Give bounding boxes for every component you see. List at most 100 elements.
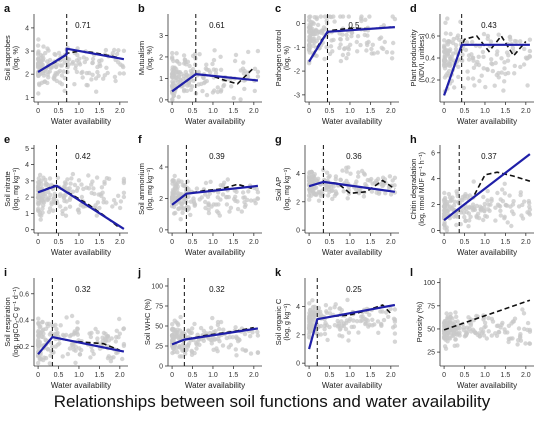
data-point — [72, 182, 78, 188]
data-point — [224, 202, 230, 207]
x-tick-label: 2.0 — [249, 239, 259, 246]
fitted-regression-line — [308, 303, 396, 350]
data-point — [369, 51, 374, 56]
scatter-points — [169, 314, 261, 359]
data-point — [195, 332, 200, 337]
data-point — [318, 323, 324, 329]
data-point — [448, 198, 453, 204]
y-tick-label: 0 — [431, 228, 435, 235]
data-point — [182, 331, 187, 337]
data-point — [177, 345, 182, 350]
data-point — [336, 323, 342, 328]
y-axis-unit: (log, %) — [147, 46, 154, 70]
panel-j: j 0 0.5 1.0 1.5 2.0 0 25 50 75 100 Water availabili… — [137, 267, 262, 390]
data-point — [217, 213, 222, 218]
data-point — [510, 45, 516, 51]
x-axis-label: Water availability — [185, 381, 245, 390]
data-point — [94, 89, 99, 94]
data-point — [348, 171, 353, 176]
data-point — [90, 72, 95, 78]
data-point — [57, 68, 63, 74]
data-point — [489, 57, 494, 62]
data-point — [512, 71, 517, 76]
data-point — [310, 319, 315, 325]
data-point — [246, 189, 251, 194]
data-point — [518, 335, 523, 340]
data-point — [203, 180, 209, 186]
data-point — [210, 315, 215, 321]
y-tick-label: 2 — [296, 332, 300, 339]
data-point — [369, 176, 374, 182]
data-point — [114, 51, 120, 57]
panel-f: f 0 0.5 1.0 1.5 2.0 0 2 4 Water availability Soil … — [137, 134, 262, 257]
data-point — [324, 185, 329, 190]
data-point — [392, 339, 398, 344]
data-point — [231, 95, 236, 101]
data-point — [354, 39, 359, 45]
data-point — [485, 198, 490, 203]
data-point — [318, 14, 323, 19]
data-point — [43, 50, 48, 56]
data-point — [449, 78, 455, 84]
data-point — [442, 222, 447, 227]
data-point — [35, 339, 41, 344]
threshold-value-label: 0.61 — [209, 21, 225, 30]
data-point — [171, 327, 176, 332]
data-point — [113, 201, 118, 206]
data-point — [35, 360, 41, 366]
panel-letter: h — [410, 134, 417, 146]
data-point — [525, 83, 530, 88]
x-tick-label: 2.0 — [249, 372, 259, 379]
data-point — [88, 355, 93, 360]
x-tick-label: 0 — [307, 372, 311, 379]
data-point — [91, 186, 96, 191]
data-point — [61, 193, 66, 198]
data-point — [448, 311, 453, 317]
data-point — [481, 54, 486, 59]
data-point — [310, 298, 315, 303]
data-point — [346, 14, 351, 19]
data-point — [246, 49, 251, 55]
data-point — [120, 356, 125, 362]
y-tick-label: 100 — [423, 280, 435, 287]
y-tick-label: 0 — [296, 361, 300, 368]
data-point — [229, 84, 234, 89]
data-point — [94, 213, 100, 218]
data-point — [70, 59, 76, 65]
data-point — [178, 217, 183, 222]
data-point — [86, 173, 91, 178]
data-point — [500, 187, 505, 192]
data-point — [41, 44, 46, 49]
data-point — [117, 331, 123, 336]
data-point — [502, 191, 507, 196]
data-point — [516, 204, 522, 209]
data-point — [366, 324, 371, 329]
data-point — [44, 321, 50, 326]
fitted-regression-line — [308, 180, 396, 193]
data-point — [511, 49, 516, 54]
data-point — [121, 64, 126, 70]
x-tick-label: 2.0 — [249, 108, 259, 115]
data-point — [73, 348, 78, 353]
data-point — [455, 33, 461, 38]
y-axis-label: Pathogen control — [274, 29, 283, 86]
y-axis-label: Chitin degradation — [409, 159, 418, 220]
y-axis-label: Soil ammonium — [137, 163, 146, 215]
data-point — [484, 214, 490, 219]
data-point — [224, 195, 229, 200]
data-point — [348, 42, 353, 47]
data-point — [118, 62, 123, 67]
y-tick-label: -3 — [294, 92, 300, 99]
data-point — [235, 199, 240, 204]
data-point — [188, 68, 194, 74]
y-tick-label: -2 — [294, 69, 300, 76]
data-point — [41, 203, 46, 208]
data-point — [47, 361, 52, 366]
data-point — [80, 75, 85, 80]
data-point — [184, 185, 190, 190]
data-point — [488, 39, 494, 44]
dashed-smoother-line — [308, 179, 396, 195]
data-point — [449, 205, 455, 211]
data-point — [97, 205, 102, 211]
data-point — [173, 196, 178, 201]
